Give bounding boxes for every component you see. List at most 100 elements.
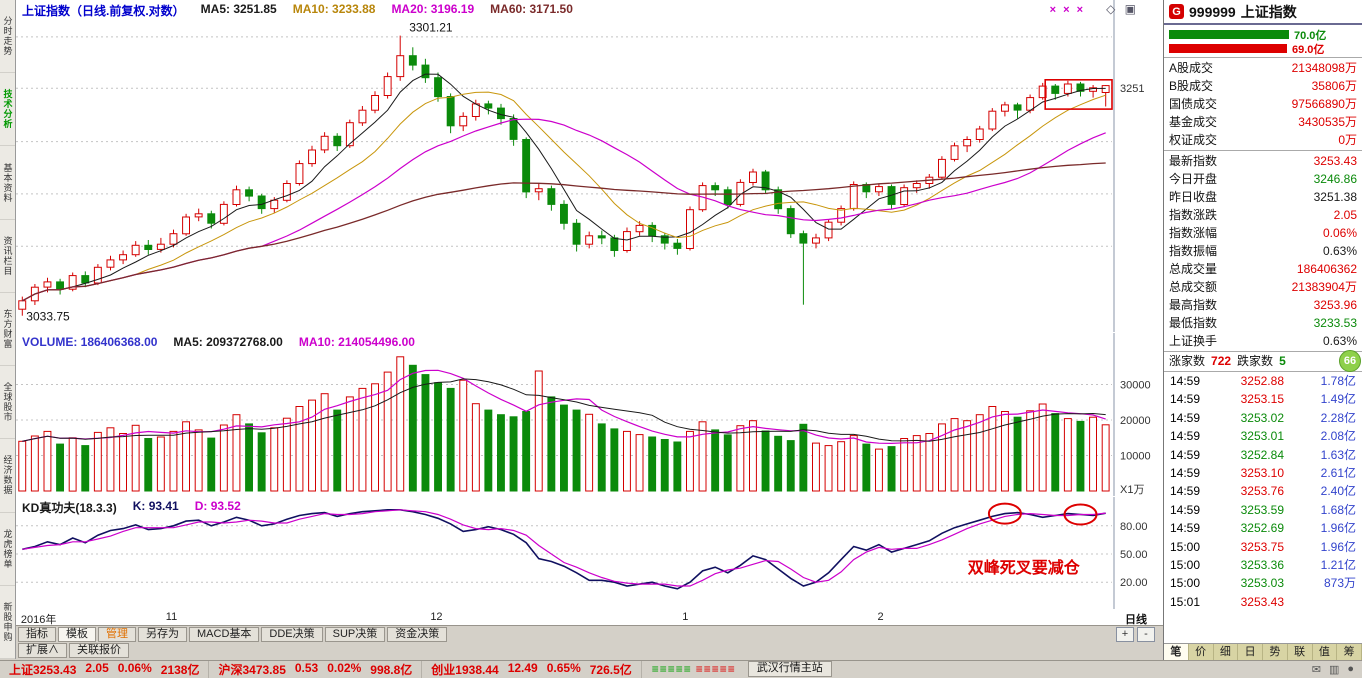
- zoom-in-button[interactable]: +: [1116, 627, 1134, 642]
- secondary-toolbar: 扩展∧关联报价: [16, 642, 1163, 659]
- tick-row: 15:01 3253.43: [1164, 593, 1362, 611]
- quote-row: 基金成交 3430535万: [1164, 113, 1362, 131]
- quote-panel-tab[interactable]: 日: [1238, 644, 1263, 660]
- quote-panel-tab[interactable]: 笔: [1164, 644, 1189, 660]
- notification-badge[interactable]: 66: [1339, 350, 1361, 372]
- volume-bar-label: 69.0亿: [1292, 41, 1324, 57]
- quote-value: 35806万: [1312, 77, 1357, 95]
- sidebar-tab-label: 全球股市: [1, 382, 15, 422]
- index-quote-token: 2138亿: [161, 661, 200, 678]
- toolbar-button[interactable]: 资金决策: [387, 627, 447, 642]
- volume-bar-row: 69.0亿: [1169, 43, 1357, 54]
- toolbar-button[interactable]: DDE决策: [261, 627, 322, 642]
- sidebar-tab[interactable]: 资讯栏目: [0, 220, 15, 293]
- toolbar-button[interactable]: 扩展∧: [18, 643, 67, 658]
- toolbar-button[interactable]: 模板: [58, 627, 96, 642]
- quote-label: 最高指数: [1169, 296, 1217, 314]
- decliners-label: 跌家数: [1237, 352, 1273, 371]
- tick-time: 14:59: [1170, 519, 1212, 537]
- tick-time: 15:00: [1170, 574, 1212, 592]
- quote-value: 3246.86: [1314, 170, 1357, 188]
- toolbar-button[interactable]: 另存为: [138, 627, 187, 642]
- quote-panel-tab[interactable]: 值: [1313, 644, 1338, 660]
- toolbar-button[interactable]: MACD基本: [189, 627, 259, 642]
- quote-row: 权证成交 0万: [1164, 131, 1362, 149]
- svg-text:3301.21: 3301.21: [409, 21, 453, 35]
- zoom-out-button[interactable]: -: [1137, 627, 1155, 642]
- sidebar-tab[interactable]: 技术分析: [0, 73, 15, 146]
- sidebar-tab[interactable]: 基本资料: [0, 146, 15, 219]
- tick-volume: [1284, 593, 1356, 611]
- tick-volume: 873万: [1284, 574, 1356, 592]
- status-icon[interactable]: ▥: [1329, 663, 1339, 676]
- status-icons: ✉ ▥ ●: [1312, 663, 1362, 676]
- tick-row: 14:59 3253.59 1.68亿: [1164, 501, 1362, 519]
- sidebar-tab[interactable]: 新股申购: [0, 586, 15, 659]
- quote-row: A股成交 21348098万: [1164, 59, 1362, 77]
- x-axis-label: 12: [430, 611, 442, 623]
- svg-text:X1万: X1万: [1120, 484, 1144, 496]
- quote-label: 昨日收盘: [1169, 188, 1217, 206]
- tick-volume: 2.28亿: [1284, 409, 1356, 427]
- tick-volume: 1.78亿: [1284, 372, 1356, 390]
- tick-price: 3253.43: [1212, 593, 1284, 611]
- tick-price: 3253.02: [1212, 409, 1284, 427]
- annotation-marks: × × ×: [1050, 4, 1085, 16]
- sidebar-tab-label: 经济数据: [1, 455, 15, 495]
- pane-corner-icons[interactable]: ◇ ▣: [1106, 2, 1139, 16]
- tick-volume: 1.96亿: [1284, 538, 1356, 556]
- quote-panel-tab[interactable]: 势: [1263, 644, 1288, 660]
- toolbar-button[interactable]: 指标: [18, 627, 56, 642]
- sidebar-tab[interactable]: 东方财富: [0, 293, 15, 366]
- quote-header: G 999999 上证指数: [1164, 0, 1362, 25]
- tick-row: 14:59 3253.02 2.28亿: [1164, 409, 1362, 427]
- quote-row: 指数涨跌 2.05: [1164, 206, 1362, 224]
- quote-label: 最低指数: [1169, 314, 1217, 332]
- server-button[interactable]: 武汉行情主站: [748, 661, 832, 677]
- quote-panel: G 999999 上证指数 70.0亿 69.0亿 A股成交 21348098万…: [1163, 0, 1362, 660]
- sidebar-tab[interactable]: 经济数据: [0, 439, 15, 512]
- tick-time: 14:59: [1170, 372, 1212, 390]
- status-icon[interactable]: ●: [1347, 663, 1354, 676]
- quote-row: 昨日收盘 3251.38: [1164, 188, 1362, 206]
- status-icon[interactable]: ✉: [1312, 663, 1321, 676]
- svg-text:3251: 3251: [1120, 83, 1144, 95]
- quote-panel-tab[interactable]: 细: [1214, 644, 1239, 660]
- quote-panel-tab[interactable]: 价: [1189, 644, 1214, 660]
- volume-bar: [1169, 44, 1287, 53]
- sidebar-tab-label: 新股申购: [1, 602, 15, 642]
- sidebar-tab-label: 基本资料: [1, 163, 15, 203]
- sidebar-tab[interactable]: 全球股市: [0, 366, 15, 439]
- toolbar-button[interactable]: SUP决策: [325, 627, 386, 642]
- toolbar-button[interactable]: 管理: [98, 627, 136, 642]
- svg-text:20000: 20000: [1120, 415, 1151, 427]
- tick-price: 3253.01: [1212, 427, 1284, 445]
- quote-value: 0.06%: [1323, 224, 1357, 242]
- sidebar-tab[interactable]: 分时走势: [0, 0, 15, 73]
- index-quote-token: 2.05: [85, 661, 108, 678]
- tick-time: 14:59: [1170, 501, 1212, 519]
- svg-text:80.00: 80.00: [1120, 521, 1148, 533]
- quote-panel-tab[interactable]: 筹: [1337, 644, 1362, 660]
- tick-time: 15:00: [1170, 538, 1212, 556]
- tick-price: 3253.36: [1212, 556, 1284, 574]
- quote-label: 指数振幅: [1169, 242, 1217, 260]
- index-quote-token: 726.5亿: [590, 661, 632, 678]
- quote-panel-tab[interactable]: 联: [1288, 644, 1313, 660]
- tick-price: 3252.88: [1212, 372, 1284, 390]
- quote-row: 最新指数 3253.43: [1164, 152, 1362, 170]
- toolbar-button[interactable]: 关联报价: [69, 643, 129, 658]
- tick-price: 3253.15: [1212, 390, 1284, 408]
- tick-time: 14:59: [1170, 427, 1212, 445]
- sidebar-tab[interactable]: 龙虎榜单: [0, 513, 15, 586]
